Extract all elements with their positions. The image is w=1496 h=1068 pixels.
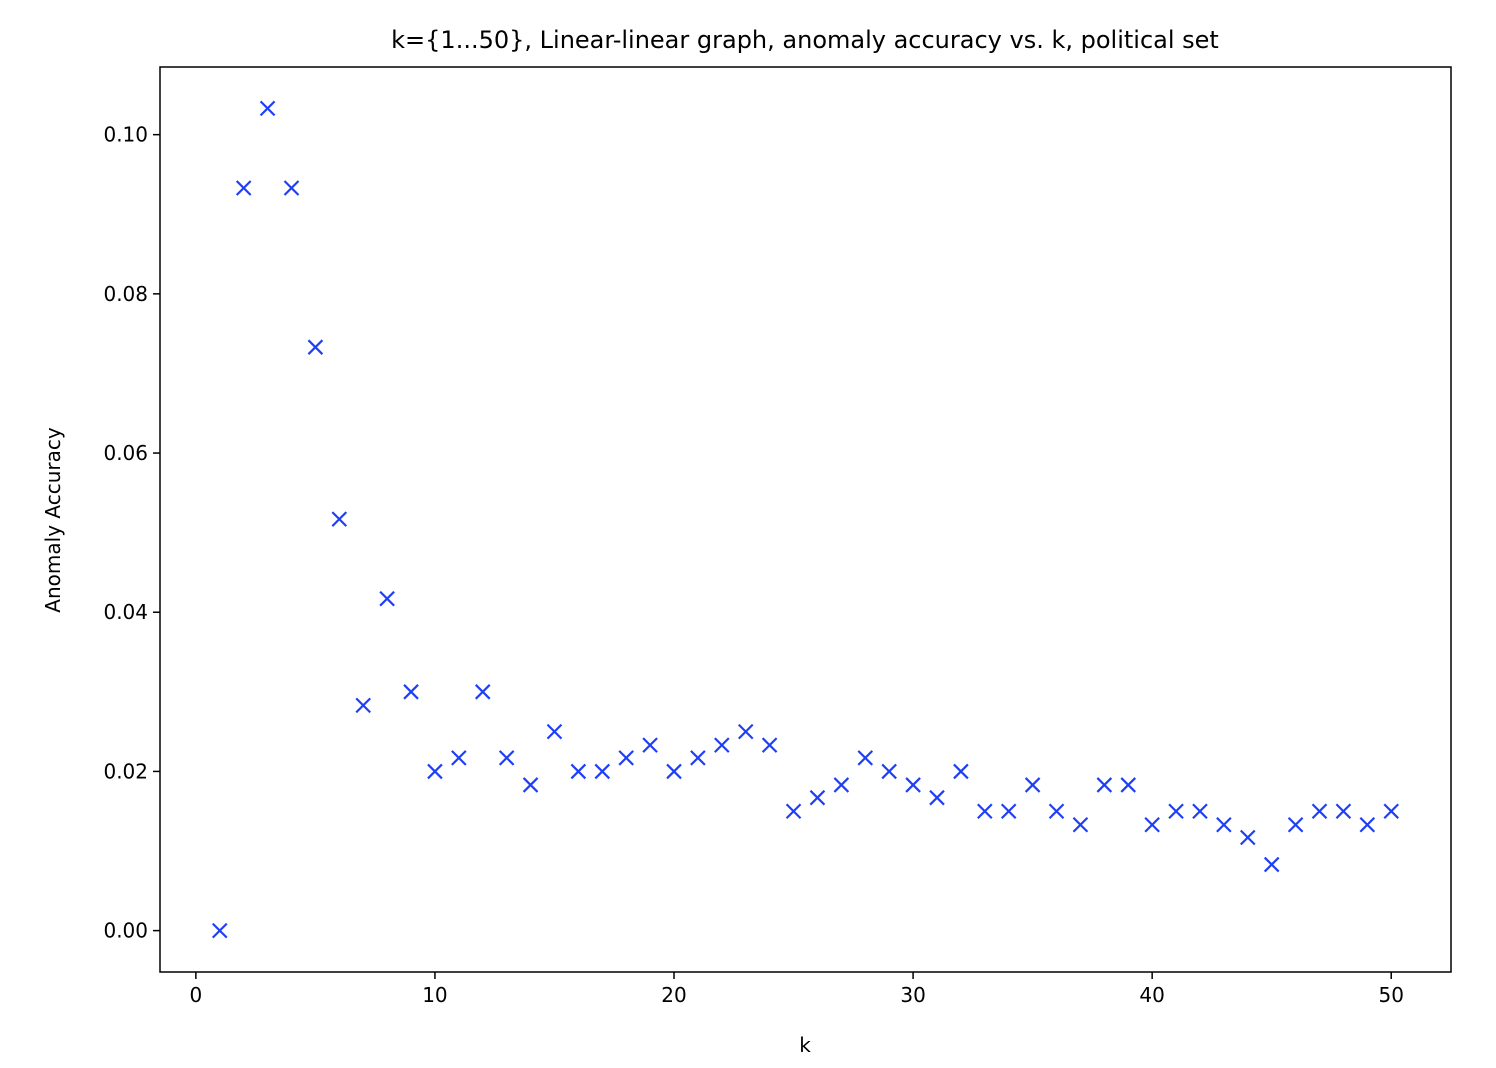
data-point: [355, 697, 371, 714]
data-point: [977, 803, 993, 819]
data-point: [235, 180, 252, 196]
x-axis: 0 10 20 30 40 50: [189, 972, 1404, 1007]
data-point: [1216, 816, 1232, 833]
data-point: [259, 100, 276, 117]
data-point: [211, 922, 228, 939]
data-point: [1024, 777, 1041, 793]
y-tick-label: 0.02: [103, 759, 148, 783]
data-point: [379, 590, 395, 607]
data-point: [881, 763, 897, 780]
data-point: [1048, 803, 1065, 819]
data-point: [594, 763, 611, 780]
data-point: [1335, 803, 1352, 819]
data-point: [451, 750, 467, 766]
data-point: [1168, 803, 1184, 819]
data-point: [1096, 777, 1113, 793]
data-point: [737, 723, 754, 740]
y-axis: 0.00 0.02 0.04 0.06 0.08 0.10: [103, 123, 160, 943]
x-tick-label: 0: [189, 983, 202, 1007]
data-point: [953, 763, 969, 780]
y-tick-label: 0.08: [103, 282, 148, 306]
data-point: [1192, 803, 1208, 819]
data-point: [403, 684, 419, 700]
y-tick-label: 0.06: [103, 441, 148, 465]
data-point: [307, 339, 324, 355]
y-tick-label: 0.04: [103, 600, 148, 624]
data-point: [546, 723, 563, 740]
data-point: [283, 180, 300, 196]
data-point: [1144, 816, 1160, 833]
x-tick-label: 10: [422, 983, 447, 1007]
x-axis-label: k: [799, 1033, 811, 1057]
data-point: [857, 750, 874, 766]
data-point: [1383, 803, 1400, 819]
y-tick-label: 0.10: [103, 123, 148, 147]
data-point: [1311, 803, 1328, 819]
y-tick-label: 0.00: [103, 919, 148, 943]
data-point: [1359, 816, 1376, 833]
plot-frame: [159, 66, 1452, 973]
x-tick-label: 30: [900, 983, 925, 1007]
data-point: [642, 737, 658, 753]
data-points: [211, 100, 1400, 939]
data-point: [618, 750, 634, 766]
data-point: [1000, 803, 1017, 819]
data-point: [522, 777, 539, 793]
x-tick-label: 20: [661, 983, 686, 1007]
chart-title: k={1...50}, Linear-linear graph, anomaly…: [391, 26, 1219, 54]
data-point: [474, 684, 491, 700]
x-tick-label: 40: [1139, 983, 1164, 1007]
x-tick-label: 50: [1379, 983, 1404, 1007]
plot-area: 0 10 20 30 40 50 0.00 0.02 0.04 0.06 0.08 0.10: [103, 66, 1452, 1007]
data-point: [785, 803, 802, 819]
data-point: [1072, 816, 1089, 833]
data-point: [666, 763, 682, 780]
data-point: [570, 763, 587, 780]
data-point: [690, 750, 706, 766]
data-point: [331, 511, 348, 527]
data-point: [427, 763, 443, 780]
data-point: [761, 737, 778, 753]
data-point: [714, 737, 730, 753]
data-point: [498, 750, 515, 766]
data-point: [833, 777, 850, 793]
data-point: [1120, 777, 1137, 793]
data-point: [1240, 829, 1256, 846]
data-point: [905, 777, 921, 793]
data-point: [809, 789, 826, 806]
data-point: [929, 789, 945, 806]
data-point: [1287, 816, 1304, 833]
y-axis-label: Anomaly Accuracy: [41, 427, 65, 613]
data-point: [1263, 856, 1280, 873]
